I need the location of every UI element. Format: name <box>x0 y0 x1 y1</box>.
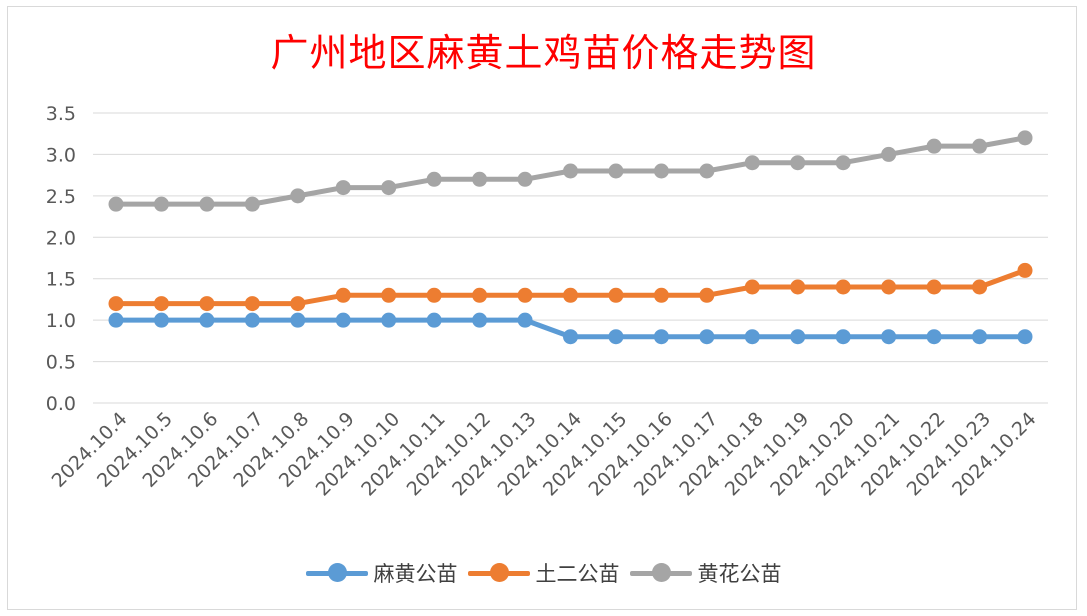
data-point <box>608 163 624 179</box>
data-point <box>381 287 397 303</box>
data-point <box>790 155 806 171</box>
data-point <box>290 296 306 312</box>
data-point <box>835 155 851 171</box>
data-point <box>199 196 215 212</box>
data-point <box>563 287 578 303</box>
data-point <box>290 312 306 328</box>
data-point <box>608 329 624 345</box>
data-point <box>290 188 306 204</box>
data-point <box>426 171 442 187</box>
data-point <box>563 163 578 179</box>
data-point <box>426 312 442 328</box>
chart-title: 广州地区麻黄土鸡苗价格走势图 <box>270 31 817 75</box>
data-point <box>790 329 806 345</box>
data-point <box>744 155 760 171</box>
data-point <box>153 296 169 312</box>
y-tick-label: 3.5 <box>46 103 76 125</box>
data-point <box>699 287 715 303</box>
data-point <box>1017 329 1033 345</box>
data-point <box>699 329 715 345</box>
data-point <box>335 312 351 328</box>
data-point <box>653 287 669 303</box>
data-point <box>881 329 897 345</box>
data-point <box>517 287 533 303</box>
data-point <box>108 312 124 328</box>
data-point <box>653 163 669 179</box>
data-point <box>653 329 669 345</box>
chart-legend: 麻黄公苗 土二公苗 黄花公苗 <box>0 556 1087 590</box>
legend-item: 土二公苗 <box>467 558 620 588</box>
data-point <box>108 196 124 212</box>
data-point <box>563 329 578 345</box>
data-point <box>1017 130 1033 146</box>
y-tick-label: 2.0 <box>46 227 76 249</box>
data-point <box>744 329 760 345</box>
data-point <box>108 296 124 312</box>
data-point <box>972 329 988 345</box>
y-tick-label: 1.0 <box>46 310 76 332</box>
data-point <box>926 138 942 154</box>
data-point <box>1017 262 1033 278</box>
data-point <box>244 296 260 312</box>
data-point <box>335 287 351 303</box>
legend-label: 黄花公苗 <box>697 562 782 586</box>
data-point <box>835 329 851 345</box>
y-tick-label: 0.0 <box>46 393 76 415</box>
legend-label: 麻黄公苗 <box>373 562 458 586</box>
data-point <box>472 171 488 187</box>
data-point <box>426 287 442 303</box>
data-point <box>699 163 715 179</box>
y-tick-label: 2.5 <box>46 186 76 208</box>
y-tick-label: 3.0 <box>46 144 76 166</box>
data-point <box>608 287 624 303</box>
legend-marker-icon <box>305 563 368 583</box>
data-point <box>153 312 169 328</box>
data-point <box>153 196 169 212</box>
data-point <box>972 138 988 154</box>
data-point <box>517 171 533 187</box>
data-point <box>972 279 988 295</box>
data-point <box>517 312 533 328</box>
legend-label: 土二公苗 <box>535 562 620 586</box>
chart-frame[interactable] <box>7 6 1077 610</box>
legend-item: 麻黄公苗 <box>305 558 458 588</box>
data-point <box>199 312 215 328</box>
legend-marker-icon <box>467 563 530 583</box>
data-point <box>835 279 851 295</box>
data-point <box>244 196 260 212</box>
data-point <box>244 312 260 328</box>
data-point <box>472 287 488 303</box>
legend-marker-icon <box>629 563 692 583</box>
y-tick-label: 0.5 <box>46 352 76 374</box>
data-point <box>790 279 806 295</box>
data-point <box>881 279 897 295</box>
y-tick-label: 1.5 <box>46 269 76 291</box>
data-point <box>744 279 760 295</box>
data-point <box>881 146 897 162</box>
legend-item: 黄花公苗 <box>629 558 782 588</box>
data-point <box>381 312 397 328</box>
data-point <box>926 279 942 295</box>
data-point <box>926 329 942 345</box>
data-point <box>381 180 397 196</box>
data-point <box>472 312 488 328</box>
data-point <box>335 180 351 196</box>
data-point <box>199 296 215 312</box>
